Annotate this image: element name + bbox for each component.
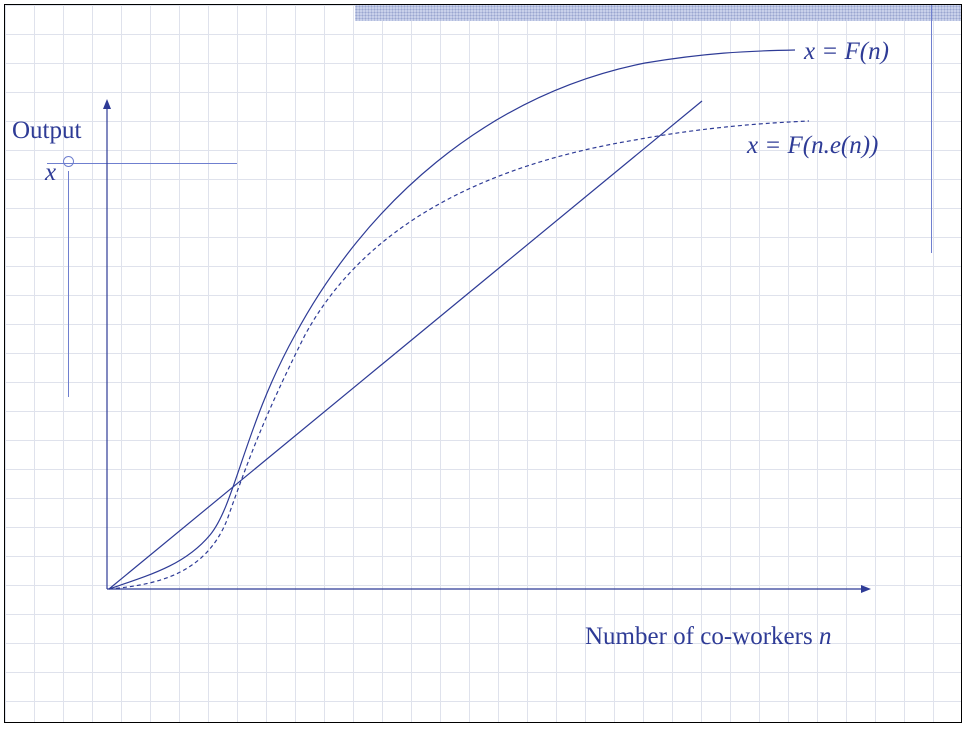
- x-axis-variable: n: [818, 623, 832, 650]
- decorative-horizontal-rule: [47, 163, 237, 164]
- slide: Output x x = F(n) x = F(n.e(n)) Number o…: [4, 4, 962, 723]
- y-axis-label: Output: [12, 117, 82, 144]
- decorative-circle: [63, 156, 74, 167]
- y-axis-arrowhead: [103, 99, 111, 109]
- effort-curve-label: x = F(n.e(n)): [747, 132, 879, 159]
- x-axis-label: Number of co-workers n: [585, 624, 831, 649]
- diagram-canvas: [103, 49, 871, 593]
- x-axis-label-text: Number of co-workers: [585, 623, 819, 650]
- decorative-vertical-rule-left: [68, 171, 69, 397]
- decorative-vertical-rule: [931, 5, 932, 253]
- x-axis-arrowhead: [861, 585, 871, 593]
- linear-cost-line: [108, 100, 703, 590]
- decorative-header-bar: [355, 5, 961, 21]
- production-curve: [108, 49, 796, 590]
- production-curve-label: x = F(n): [804, 38, 889, 65]
- x-marker-label: x: [45, 159, 57, 186]
- effort-curve: [108, 120, 810, 590]
